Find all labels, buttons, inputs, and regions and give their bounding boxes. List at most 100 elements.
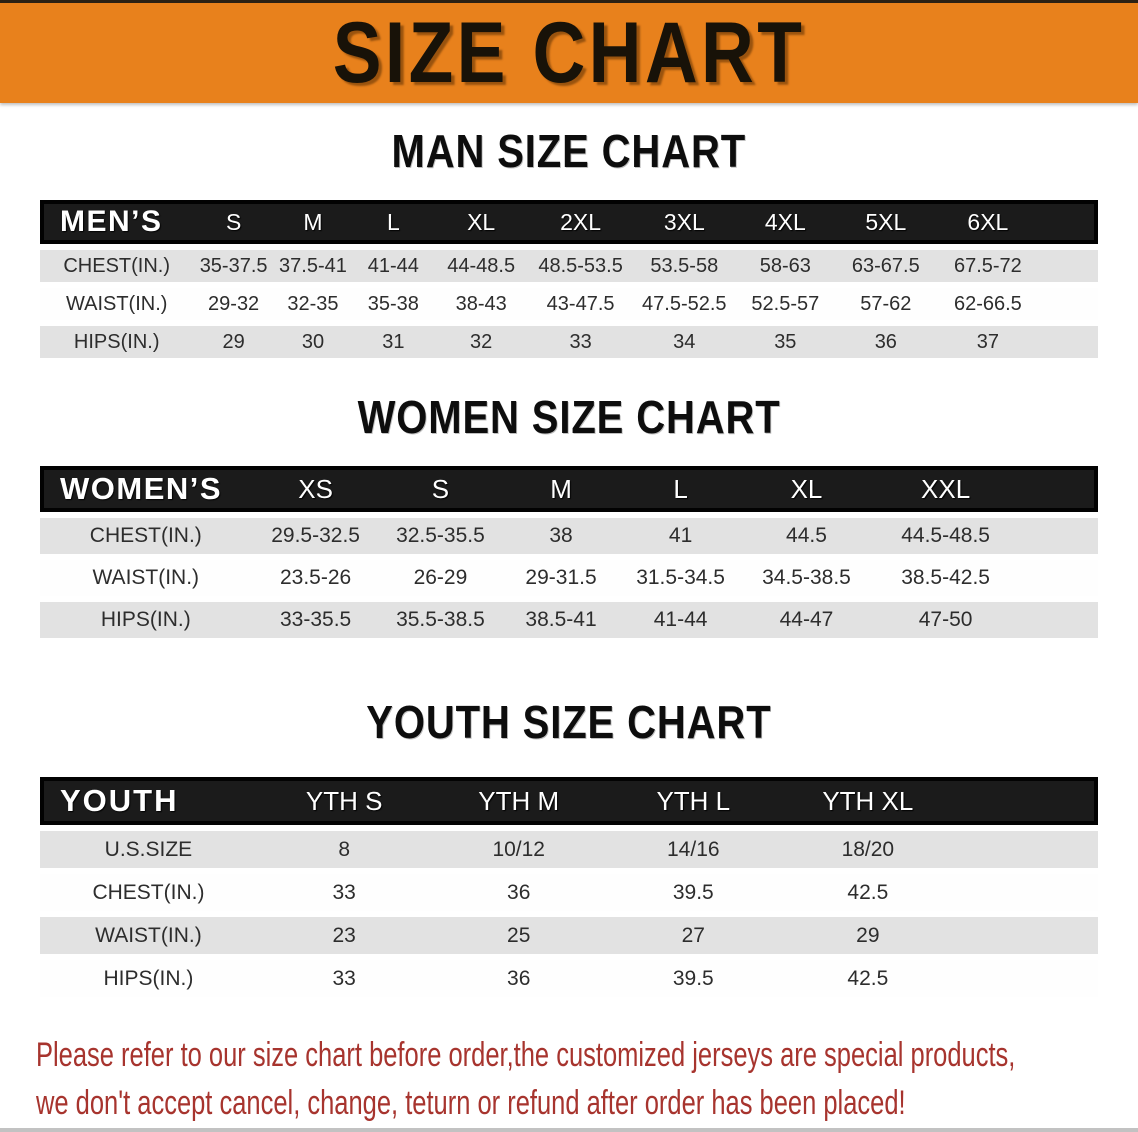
youth-section-title-wrap: YOUTH SIZE CHART (0, 699, 1138, 745)
size-value: 57-62 (860, 292, 912, 315)
size-value: 37.5-41 (279, 254, 347, 277)
row-filler (1040, 288, 1098, 320)
size-value: 33 (332, 966, 356, 990)
size-value: 31 (382, 330, 405, 353)
column-header: YTH L (606, 777, 781, 825)
table-row: CHEST(IN.) 33 36 39.5 42.5 (40, 874, 1098, 911)
column-header: L (620, 466, 741, 512)
size-value: 34 (673, 330, 696, 353)
size-value: 33 (569, 330, 592, 353)
table-row: WAIST(IN.) 23.5-26 26-29 29-31.5 31.5-34.5 34… (40, 560, 1098, 596)
size-value: 35 (774, 330, 797, 353)
size-value: 42.5 (847, 966, 889, 990)
size-value: 35-37.5 (199, 254, 268, 277)
row-filler (955, 960, 1098, 997)
size-value: 44-48.5 (447, 254, 516, 277)
table-row: U.S.SIZE 8 10/12 14/16 18/20 (40, 831, 1098, 868)
size-value: 34.5-38.5 (762, 566, 851, 589)
size-value: 29 (856, 923, 880, 947)
column-header: XS (251, 466, 380, 512)
size-value: 32 (470, 330, 493, 353)
size-value: 36 (507, 966, 531, 990)
size-value: 10/12 (492, 837, 545, 861)
size-value: 39.5 (672, 966, 714, 990)
column-header: M (273, 200, 353, 244)
table-header-row: MEN’S S M L XL 2XL 3XL 4XL 5XL 6XL (40, 200, 1098, 244)
size-value: 41-44 (367, 254, 419, 277)
table-row: HIPS(IN.) 33 36 39.5 42.5 (40, 960, 1098, 997)
size-value: 41-44 (653, 608, 708, 631)
size-value: 37 (976, 330, 1000, 353)
disclaimer: Please refer to our size chart before or… (0, 1031, 1138, 1127)
column-header: S (379, 466, 502, 512)
row-filler (955, 831, 1098, 868)
column-header: XXL (872, 466, 1019, 512)
size-value: 14/16 (667, 837, 720, 861)
table-row: HIPS(IN.) 33-35.5 35.5-38.5 38.5-41 41-44 44-… (40, 602, 1098, 638)
size-value: 35.5-38.5 (396, 608, 485, 631)
row-label: HIPS(IN.) (103, 966, 194, 990)
women-section: WOMEN SIZE CHART WOMEN’S XS S M L XL XXL CHEST(… (0, 394, 1138, 644)
size-value: 58-63 (759, 254, 811, 277)
row-label: CHEST(IN.) (92, 880, 205, 904)
row-label: WAIST(IN.) (95, 923, 202, 947)
size-value: 43-47.5 (546, 292, 615, 315)
youth-size-table: YOUTH YTH S YTH M YTH L YTH XL U.S.SIZE 8 10/12… (40, 771, 1098, 1003)
column-header: S (193, 200, 274, 244)
size-value: 23.5-26 (279, 566, 352, 589)
table-header-row: WOMEN’S XS S M L XL XXL (40, 466, 1098, 512)
column-header: 6XL (936, 200, 1040, 244)
table-corner-label: MEN’S (40, 200, 194, 244)
table-row: CHEST(IN.) 29.5-32.5 32.5-35.5 38 41 44.5 44.5… (40, 518, 1098, 554)
size-value: 44.5-48.5 (901, 524, 990, 547)
size-value: 8 (338, 837, 350, 861)
size-value: 62-66.5 (953, 292, 1022, 315)
row-filler (955, 917, 1098, 954)
page-title: SIZE CHART (332, 5, 806, 101)
row-filler (1040, 326, 1098, 358)
size-value: 44-47 (779, 608, 834, 631)
women-section-title-wrap: WOMEN SIZE CHART (0, 394, 1138, 440)
row-filler (1040, 250, 1098, 282)
column-header: 3XL (633, 200, 736, 244)
table-row: WAIST(IN.) 29-32 32-35 35-38 38-43 43-47.5 47.… (40, 288, 1098, 320)
column-header: L (352, 200, 435, 244)
size-value: 27 (681, 923, 705, 947)
size-value: 18/20 (841, 837, 895, 861)
row-filler (1019, 518, 1098, 554)
size-value: 30 (301, 330, 325, 353)
table-row: HIPS(IN.) 29 30 31 32 33 34 35 36 37 (40, 326, 1098, 358)
row-label: HIPS(IN.) (73, 330, 160, 353)
size-value: 41 (668, 524, 693, 547)
column-header: XL (434, 200, 528, 244)
women-section-title: WOMEN SIZE CHART (357, 391, 781, 443)
disclaimer-line-1: Please refer to our size chart before or… (36, 1036, 1016, 1074)
size-value: 31.5-34.5 (636, 566, 725, 589)
disclaimer-line-2: we don't accept cancel, change, teturn o… (36, 1084, 906, 1122)
table-row: CHEST(IN.) 35-37.5 37.5-41 41-44 44-48.5 48.5… (40, 250, 1098, 282)
youth-section-title: YOUTH SIZE CHART (366, 696, 772, 748)
column-header: YTH M (431, 777, 606, 825)
size-value: 38-43 (455, 292, 507, 315)
size-value: 48.5-53.5 (538, 254, 623, 277)
column-header: XL (740, 466, 873, 512)
banner: SIZE CHART (0, 0, 1138, 103)
bottom-edge-line (0, 1128, 1138, 1132)
header-filler (955, 777, 1098, 825)
size-value: 33-35.5 (279, 608, 352, 631)
column-header: M (501, 466, 621, 512)
size-value: 52.5-57 (751, 292, 820, 315)
men-section-title: MAN SIZE CHART (391, 125, 747, 177)
size-value: 36 (507, 880, 531, 904)
size-value: 29-31.5 (525, 566, 597, 589)
table-header-row: YOUTH YTH S YTH M YTH L YTH XL (40, 777, 1098, 825)
size-value: 47-50 (918, 608, 973, 631)
row-label: U.S.SIZE (104, 837, 193, 861)
size-value: 38 (549, 524, 573, 547)
size-value: 47.5-52.5 (642, 292, 727, 315)
size-value: 44.5 (786, 524, 827, 547)
size-value: 38.5-41 (525, 608, 597, 631)
column-header: 2XL (527, 200, 634, 244)
women-size-table: WOMEN’S XS S M L XL XXL CHEST(IN.) 29.5-32.5 32.5… (40, 460, 1098, 644)
size-value: 35-38 (367, 292, 419, 315)
